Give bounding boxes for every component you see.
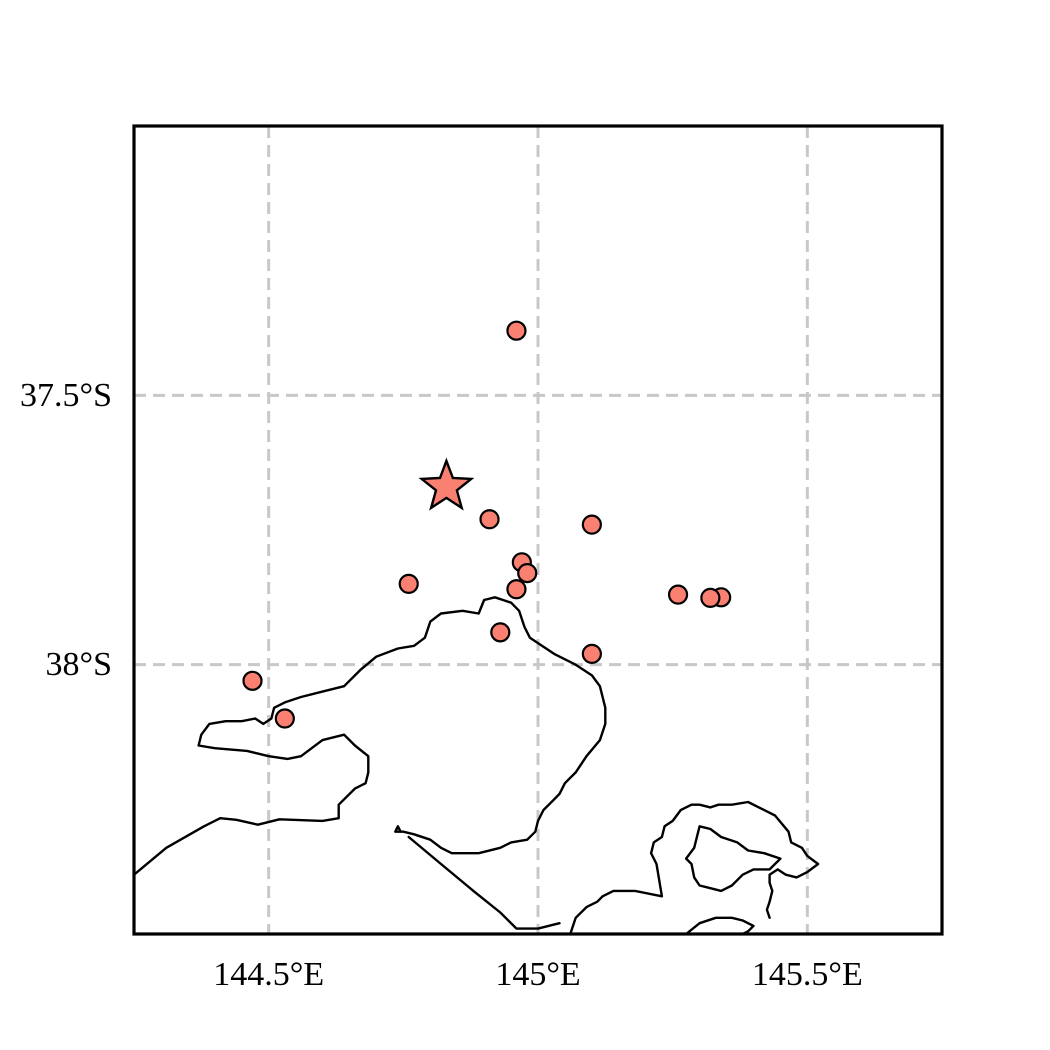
earthquake-marker — [667, 584, 689, 605]
x-tick-label: 145.5°E — [752, 956, 863, 993]
earthquake-marker — [517, 562, 538, 584]
star-icon — [418, 457, 475, 511]
coastline-2 — [569, 800, 820, 934]
coastline-1 — [407, 835, 561, 930]
y-tick-label: 38°S — [45, 646, 112, 683]
coastline-3 — [684, 916, 755, 934]
earthquake-marker — [398, 573, 419, 594]
gridlines — [134, 126, 942, 934]
earthquake-marker — [700, 587, 721, 608]
earthquake-marker — [581, 514, 602, 535]
x-tick-label: 145°E — [495, 956, 580, 993]
coastline-4 — [684, 825, 782, 893]
earthquake-marker — [506, 320, 527, 341]
earthquake-marker — [242, 670, 263, 691]
y-axis-tick-labels: 37.5°S 38°S — [20, 377, 112, 683]
x-tick-label: 144.5°E — [213, 956, 324, 993]
map-frame — [132, 124, 944, 936]
coastline-0 — [134, 596, 607, 876]
earthquake-marker — [581, 643, 602, 664]
x-axis-tick-labels: 144.5°E 145°E 145.5°E — [213, 956, 863, 993]
y-tick-label: 37.5°S — [20, 377, 112, 414]
earthquake-markers — [242, 320, 732, 729]
epicenter-layer — [418, 457, 475, 511]
earthquake-marker — [274, 708, 295, 729]
earthquake-marker — [490, 622, 511, 643]
earthquake-marker — [479, 509, 500, 530]
earthquake-marker — [506, 579, 527, 600]
coastlines — [134, 596, 820, 934]
